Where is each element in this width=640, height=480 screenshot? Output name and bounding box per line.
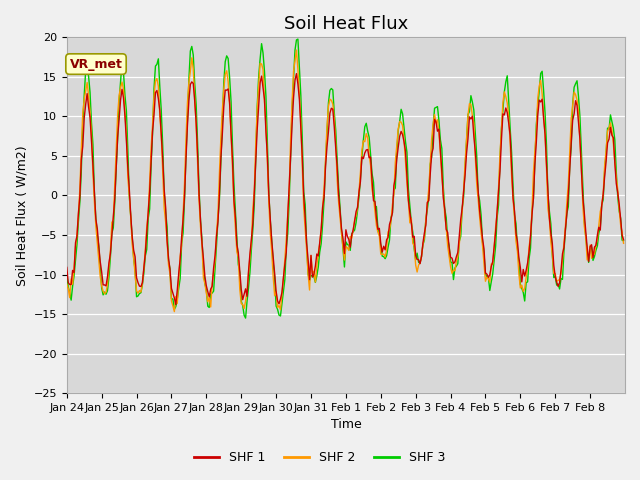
X-axis label: Time: Time — [330, 419, 361, 432]
Text: VR_met: VR_met — [70, 58, 122, 71]
Title: Soil Heat Flux: Soil Heat Flux — [284, 15, 408, 33]
Y-axis label: Soil Heat Flux ( W/m2): Soil Heat Flux ( W/m2) — [15, 145, 28, 286]
Legend: SHF 1, SHF 2, SHF 3: SHF 1, SHF 2, SHF 3 — [189, 446, 451, 469]
